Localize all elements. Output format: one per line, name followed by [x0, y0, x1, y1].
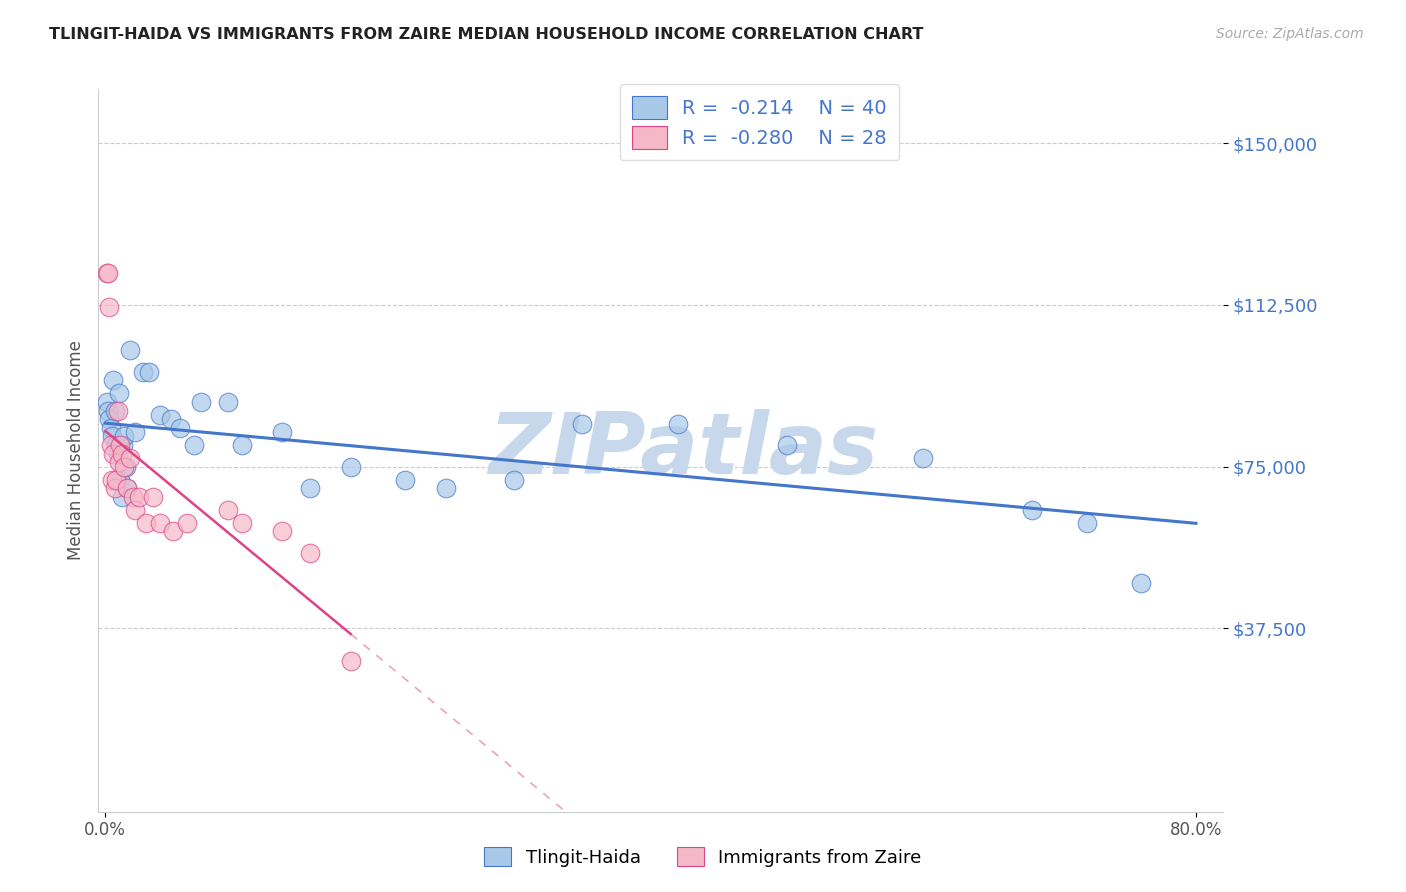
Point	[138, 365, 160, 379]
Point	[115, 481, 138, 495]
Point	[176, 516, 198, 530]
Point	[100, 438, 122, 452]
Point	[105, 438, 128, 452]
Point	[96, 266, 118, 280]
Point	[124, 425, 146, 439]
Point	[104, 481, 127, 495]
Point	[298, 546, 321, 560]
Point	[124, 502, 146, 516]
Point	[149, 516, 172, 530]
Point	[142, 490, 165, 504]
Point	[162, 524, 184, 539]
Point	[183, 438, 205, 452]
Point	[112, 459, 135, 474]
Point	[128, 490, 150, 504]
Point	[190, 395, 212, 409]
Point	[97, 403, 120, 417]
Point	[394, 473, 416, 487]
Point	[105, 473, 128, 487]
Point	[271, 524, 294, 539]
Point	[110, 490, 132, 504]
Point	[121, 490, 143, 504]
Point	[776, 438, 799, 452]
Point	[112, 429, 135, 443]
Point	[231, 438, 253, 452]
Point	[217, 502, 239, 516]
Point	[339, 459, 361, 474]
Text: ZIPatlas: ZIPatlas	[488, 409, 879, 492]
Point	[132, 365, 155, 379]
Point	[103, 373, 125, 387]
Legend: R =  -0.214    N = 40, R =  -0.280    N = 28: R = -0.214 N = 40, R = -0.280 N = 28	[620, 85, 898, 161]
Y-axis label: Median Household Income: Median Household Income	[66, 341, 84, 560]
Point	[1076, 516, 1098, 530]
Point	[1130, 576, 1153, 591]
Point	[169, 421, 191, 435]
Point	[96, 395, 118, 409]
Point	[271, 425, 294, 439]
Point	[108, 455, 131, 469]
Point	[110, 447, 132, 461]
Point	[571, 417, 593, 431]
Text: TLINGIT-HAIDA VS IMMIGRANTS FROM ZAIRE MEDIAN HOUSEHOLD INCOME CORRELATION CHART: TLINGIT-HAIDA VS IMMIGRANTS FROM ZAIRE M…	[49, 27, 924, 42]
Point	[217, 395, 239, 409]
Point	[503, 473, 526, 487]
Point	[111, 438, 134, 452]
Point	[434, 481, 457, 495]
Point	[108, 386, 131, 401]
Point	[149, 408, 172, 422]
Point	[110, 473, 132, 487]
Point	[666, 417, 689, 431]
Point	[100, 421, 122, 435]
Point	[98, 300, 121, 314]
Point	[1021, 502, 1043, 516]
Point	[298, 481, 321, 495]
Point	[110, 438, 132, 452]
Point	[339, 654, 361, 668]
Legend: Tlingit-Haida, Immigrants from Zaire: Tlingit-Haida, Immigrants from Zaire	[477, 840, 929, 874]
Point	[912, 450, 935, 465]
Point	[101, 429, 124, 443]
Point	[159, 412, 181, 426]
Point	[107, 447, 129, 461]
Point	[135, 516, 157, 530]
Point	[118, 343, 141, 358]
Text: Source: ZipAtlas.com: Source: ZipAtlas.com	[1216, 27, 1364, 41]
Point	[114, 459, 136, 474]
Point	[107, 403, 129, 417]
Point	[231, 516, 253, 530]
Point	[104, 403, 127, 417]
Point	[97, 266, 120, 280]
Point	[115, 481, 138, 495]
Point	[98, 412, 121, 426]
Point	[103, 447, 125, 461]
Point	[101, 473, 124, 487]
Point	[118, 450, 141, 465]
